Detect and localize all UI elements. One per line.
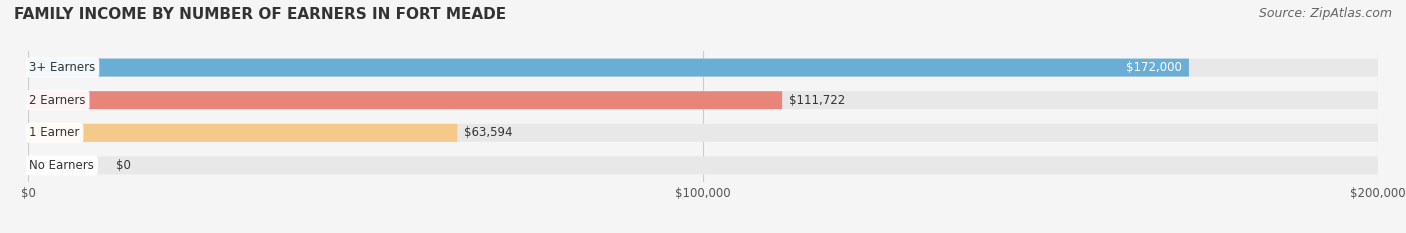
FancyBboxPatch shape xyxy=(28,157,1378,174)
Text: Source: ZipAtlas.com: Source: ZipAtlas.com xyxy=(1258,7,1392,20)
Text: $63,594: $63,594 xyxy=(464,126,513,139)
FancyBboxPatch shape xyxy=(28,58,1189,76)
Text: $111,722: $111,722 xyxy=(789,94,845,107)
FancyBboxPatch shape xyxy=(28,124,1378,142)
Text: No Earners: No Earners xyxy=(30,159,94,172)
FancyBboxPatch shape xyxy=(28,91,782,109)
FancyBboxPatch shape xyxy=(28,124,457,142)
Text: 2 Earners: 2 Earners xyxy=(30,94,86,107)
FancyBboxPatch shape xyxy=(28,58,1378,76)
Text: FAMILY INCOME BY NUMBER OF EARNERS IN FORT MEADE: FAMILY INCOME BY NUMBER OF EARNERS IN FO… xyxy=(14,7,506,22)
Text: 3+ Earners: 3+ Earners xyxy=(30,61,96,74)
Text: 1 Earner: 1 Earner xyxy=(30,126,80,139)
Text: $172,000: $172,000 xyxy=(1126,61,1182,74)
FancyBboxPatch shape xyxy=(28,91,1378,109)
Text: $0: $0 xyxy=(115,159,131,172)
